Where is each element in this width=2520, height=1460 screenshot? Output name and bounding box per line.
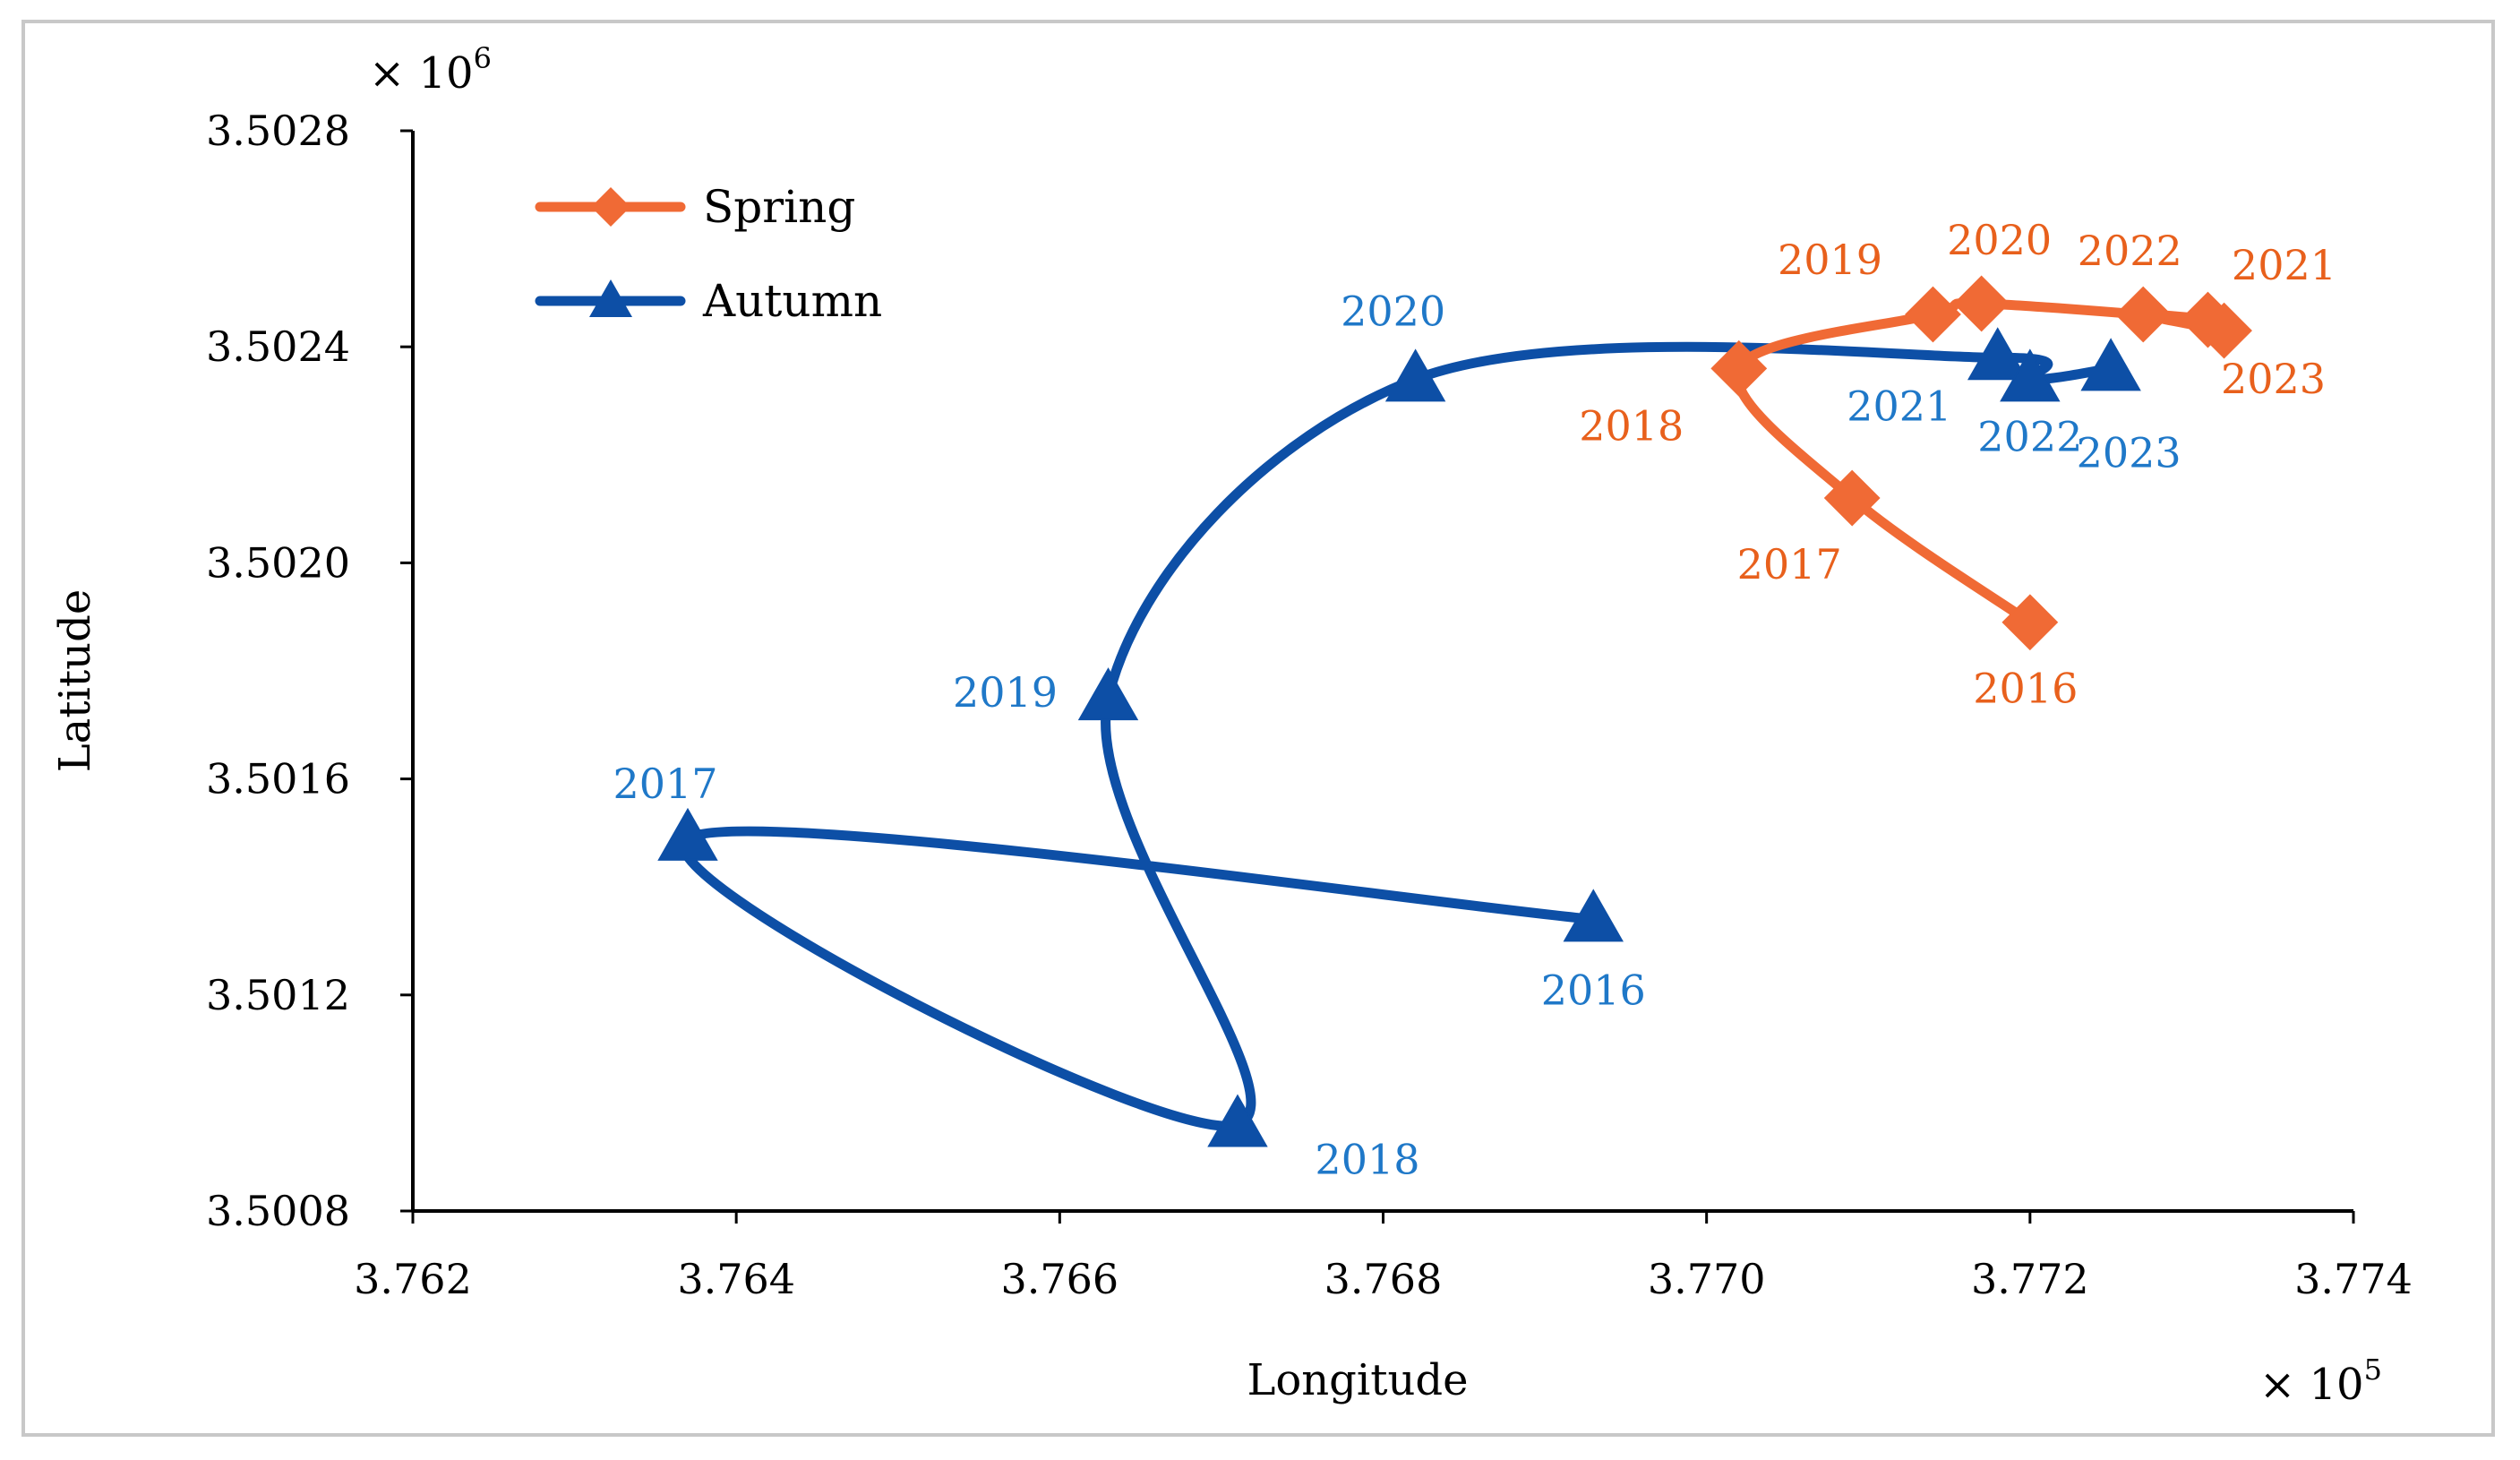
point-autumn-2018 bbox=[1207, 1094, 1268, 1147]
chart-frame bbox=[21, 20, 2495, 1437]
point-label-autumn-2019: 2019 bbox=[953, 668, 1058, 717]
point-autumn-2020 bbox=[1384, 348, 1446, 402]
point-spring-2020 bbox=[1953, 275, 2010, 332]
series-line-autumn bbox=[678, 341, 2116, 1131]
series-layer: 2016201720182019202020212022202320162017… bbox=[613, 216, 2336, 1184]
point-autumn-2022 bbox=[2000, 348, 2061, 402]
y-multiplier-exponent: 6 bbox=[474, 41, 492, 75]
point-spring-2023 bbox=[2196, 302, 2252, 359]
x-tick-label-1: 3.764 bbox=[677, 1255, 795, 1303]
point-label-spring-2016: 2016 bbox=[1973, 665, 2078, 713]
y-tick-label-2: 3.5016 bbox=[206, 755, 350, 803]
point-label-spring-2018: 2018 bbox=[1579, 401, 1684, 450]
y-axis-ticks: 3.5008 3.5012 3.5016 3.5020 3.5024 3.5028 bbox=[206, 107, 413, 1235]
legend-marker-autumn bbox=[589, 279, 632, 317]
y-multiplier-base: × 10 bbox=[369, 48, 474, 99]
y-tick-label-0: 3.5008 bbox=[206, 1187, 350, 1235]
y-axis-multiplier: × 106 bbox=[369, 41, 492, 99]
point-label-autumn-2020: 2020 bbox=[1341, 287, 1445, 335]
x-tick-label-6: 3.774 bbox=[2294, 1255, 2413, 1303]
point-spring-2017 bbox=[1823, 469, 1881, 527]
x-multiplier-base: × 10 bbox=[2259, 1360, 2364, 1410]
y-tick-label-1: 3.5012 bbox=[206, 971, 350, 1019]
x-tick-label-0: 3.762 bbox=[354, 1255, 472, 1303]
point-spring-2019 bbox=[1905, 286, 1961, 343]
y-tick-label-5: 3.5028 bbox=[206, 107, 350, 155]
legend: Spring Autumn bbox=[535, 181, 882, 327]
point-label-spring-2023: 2023 bbox=[2221, 355, 2326, 403]
x-axis-ticks: 3.762 3.764 3.766 3.768 3.770 3.772 3.774 bbox=[354, 1211, 2413, 1303]
point-label-autumn-2023: 2023 bbox=[2077, 428, 2181, 477]
point-spring-2016 bbox=[2001, 594, 2059, 651]
point-label-spring-2019: 2019 bbox=[1778, 236, 1882, 284]
legend-triangle-icon bbox=[589, 279, 632, 317]
point-autumn-2023 bbox=[2080, 338, 2141, 391]
point-label-spring-2022: 2022 bbox=[2078, 227, 2182, 275]
x-tick-label-4: 3.770 bbox=[1648, 1255, 1766, 1303]
point-autumn-2016 bbox=[1563, 889, 1624, 942]
x-multiplier-exponent: 5 bbox=[2364, 1353, 2382, 1387]
point-label-autumn-2018: 2018 bbox=[1315, 1136, 1419, 1184]
point-spring-2018 bbox=[1710, 339, 1768, 397]
point-label-spring-2021: 2021 bbox=[2232, 241, 2336, 289]
point-label-autumn-2021: 2021 bbox=[1847, 382, 1951, 430]
legend-diamond-icon bbox=[591, 187, 630, 227]
point-label-spring-2020: 2020 bbox=[1947, 216, 2052, 264]
legend-label-spring: Spring bbox=[703, 181, 855, 233]
x-axis-title: Longitude bbox=[1247, 1355, 1468, 1405]
y-tick-label-3: 3.5020 bbox=[206, 538, 350, 587]
point-autumn-2021 bbox=[1967, 327, 2028, 381]
point-autumn-2017 bbox=[657, 807, 718, 861]
point-label-autumn-2016: 2016 bbox=[1541, 966, 1646, 1014]
point-label-autumn-2017: 2017 bbox=[613, 760, 717, 808]
legend-marker-spring bbox=[591, 187, 630, 227]
point-label-autumn-2022: 2022 bbox=[1977, 412, 2082, 460]
x-axis-multiplier: × 105 bbox=[2259, 1353, 2382, 1410]
point-label-spring-2017: 2017 bbox=[1737, 540, 1842, 588]
y-tick-label-4: 3.5024 bbox=[206, 322, 350, 371]
y-axis-title: Latitude bbox=[50, 589, 100, 772]
x-tick-label-2: 3.766 bbox=[1000, 1255, 1119, 1303]
x-tick-label-5: 3.772 bbox=[1971, 1255, 2089, 1303]
point-autumn-2019 bbox=[1077, 667, 1139, 721]
x-tick-label-3: 3.768 bbox=[1324, 1255, 1443, 1303]
legend-label-autumn: Autumn bbox=[702, 275, 882, 327]
point-spring-2022 bbox=[2114, 286, 2172, 343]
